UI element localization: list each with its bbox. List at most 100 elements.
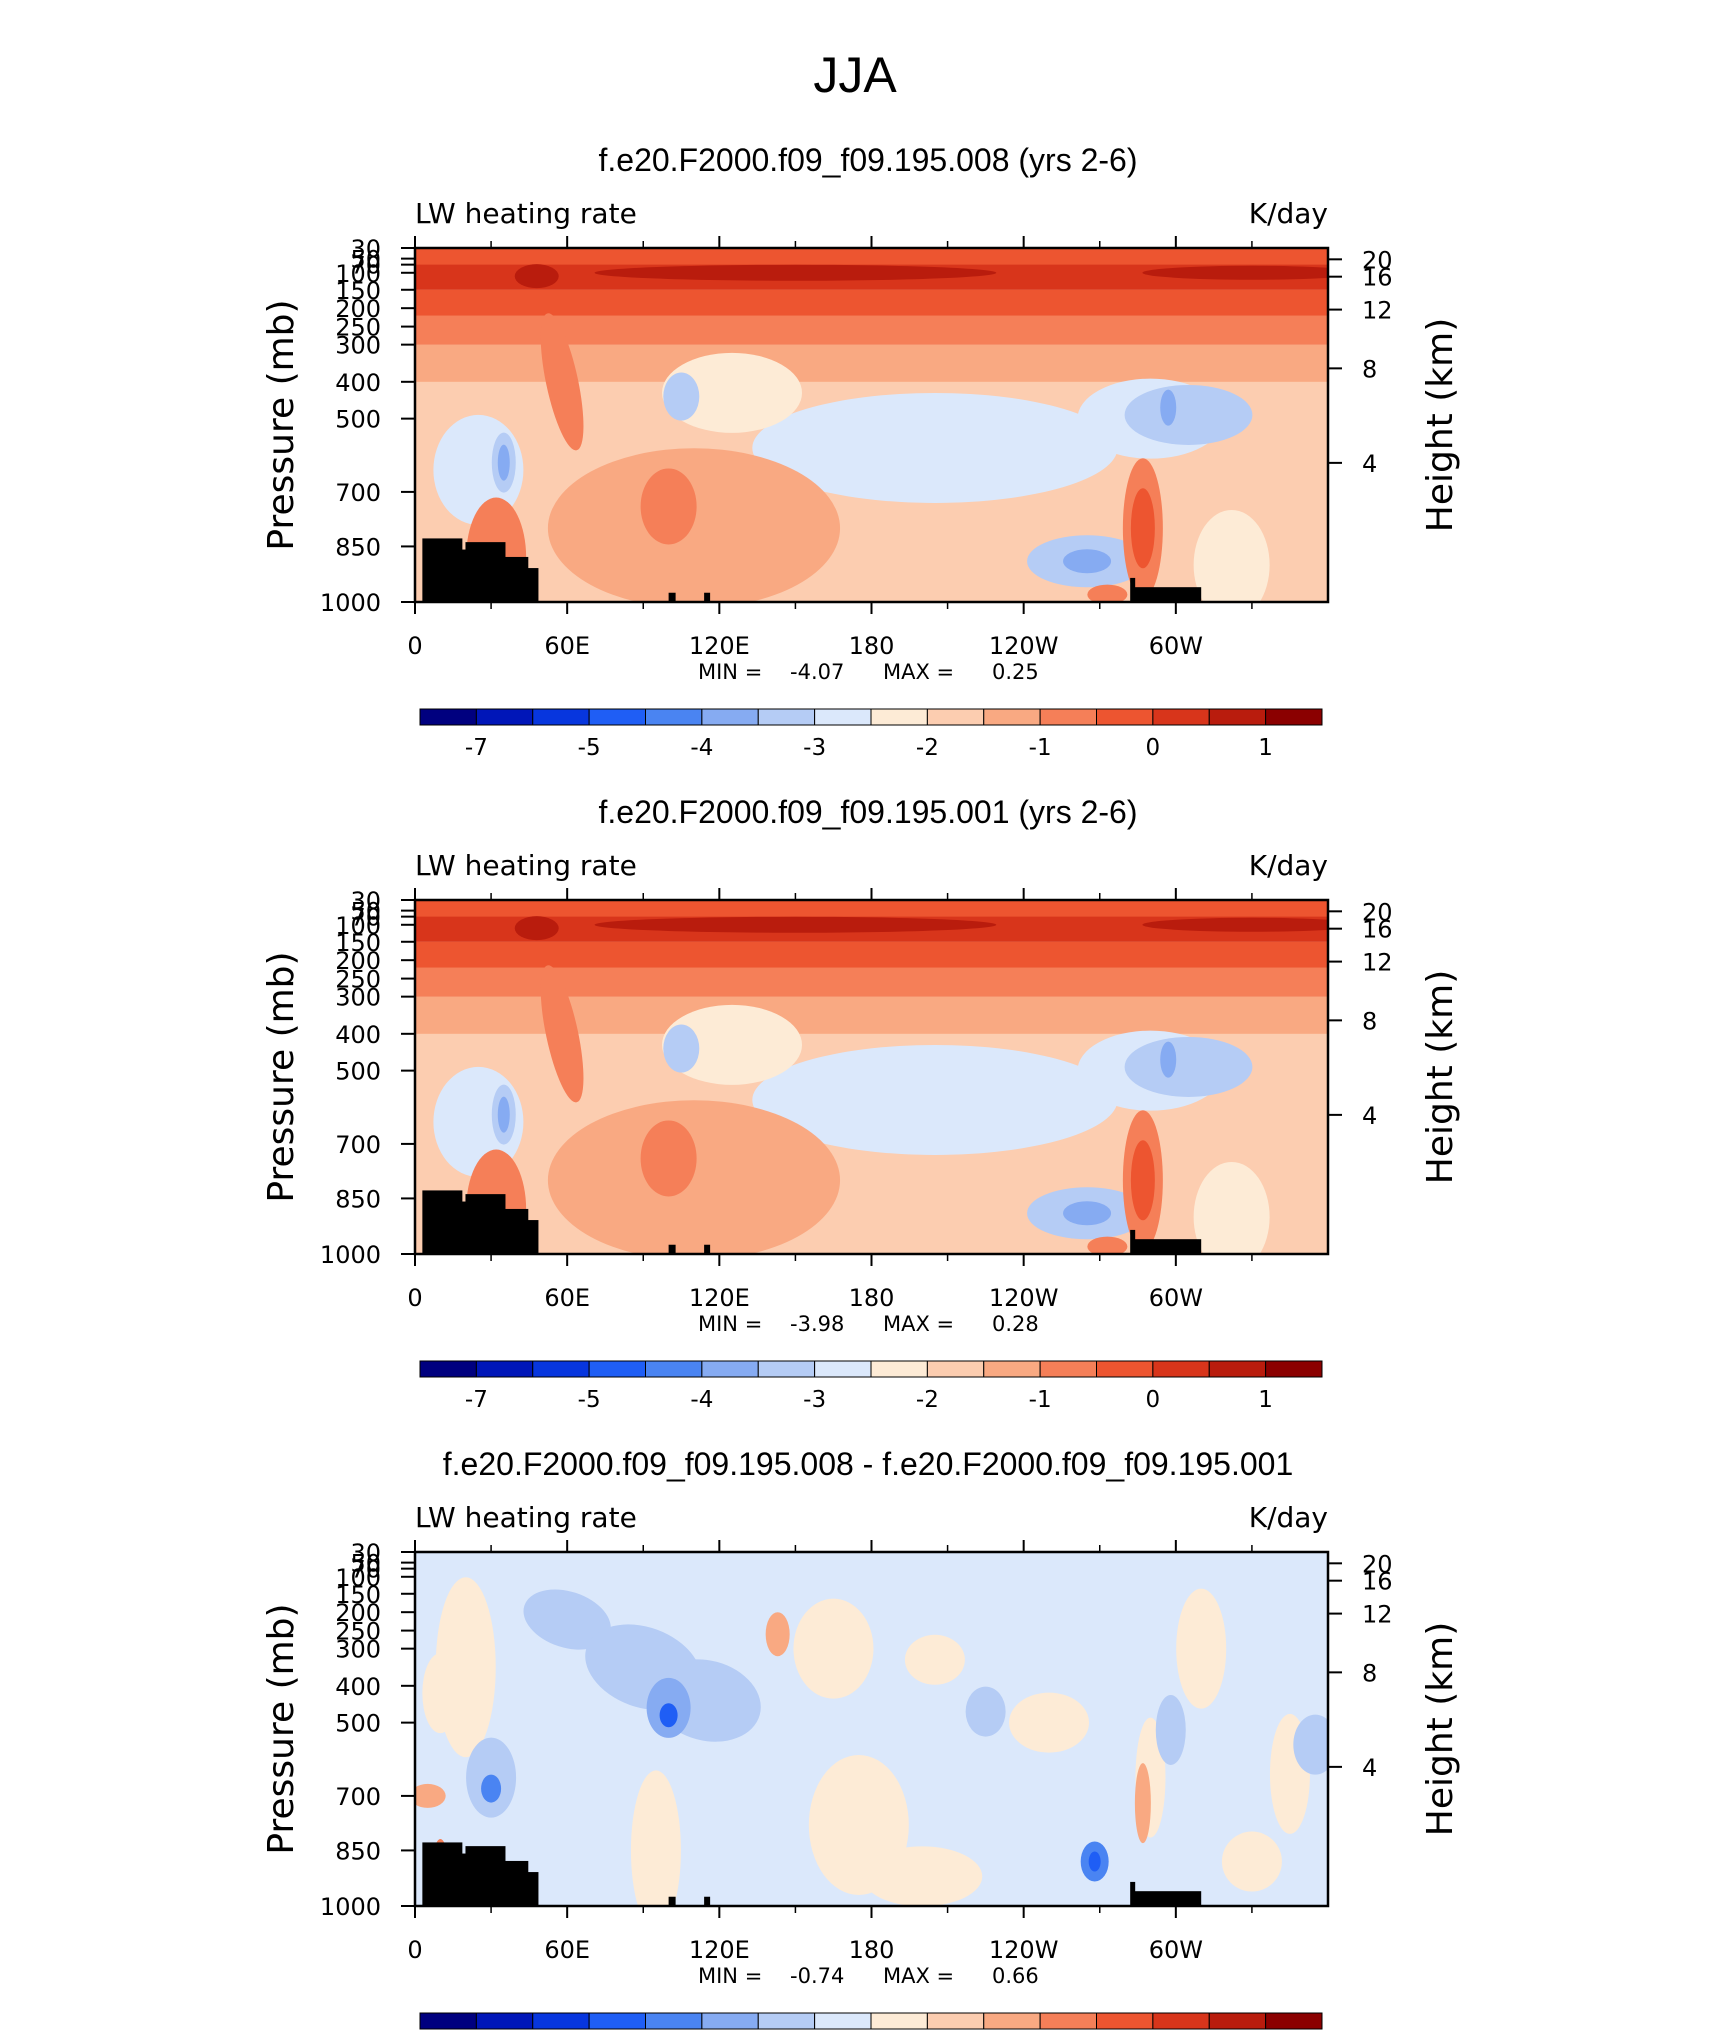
- x-tick-label: 180: [849, 1936, 895, 1964]
- field-negative: [752, 1044, 1118, 1155]
- colorbar-swatch: [588, 2012, 646, 2030]
- field-negative: [663, 372, 700, 421]
- field-pos: [765, 1612, 790, 1657]
- colorbar-swatch: [757, 1360, 816, 1378]
- max-value: 0.25: [992, 660, 1039, 684]
- field-max: [1142, 265, 1328, 280]
- field-pos: [1130, 488, 1155, 569]
- x-tick-label: 120W: [989, 632, 1059, 660]
- terrain: [704, 1244, 711, 1254]
- field-pos: [415, 1783, 446, 1808]
- field-negative: [965, 1686, 1006, 1737]
- y-tick-label: 150: [335, 277, 381, 305]
- x-tick-label: 60W: [1149, 1936, 1203, 1964]
- colorbar-swatch: [1096, 1360, 1154, 1378]
- panel-1: f.e20.F2000.f09_f09.195.008 (yrs 2-6) LW …: [261, 142, 1461, 761]
- field-band: [415, 289, 1328, 316]
- colorbar-swatch: [532, 2012, 590, 2030]
- y-tick-label: 30: [350, 887, 381, 915]
- x-tick-label: 180: [849, 632, 895, 660]
- field-negative: [1160, 1041, 1177, 1078]
- y-axis-title: Pressure (mb): [261, 299, 302, 550]
- y-tick-label: 150: [335, 929, 381, 957]
- y-tick-label: 50: [350, 1550, 381, 1578]
- terrain: [704, 1896, 711, 1906]
- colorbar-swatch: [645, 708, 703, 726]
- colorbar-swatch: [1152, 708, 1210, 726]
- colorbar-swatch: [814, 2012, 872, 2030]
- colorbar-swatch: [588, 1360, 646, 1378]
- terrain: [486, 1876, 512, 1906]
- field-light: [662, 352, 803, 433]
- y-tick-label: 850: [335, 1837, 381, 1865]
- y2-tick-label: 16: [1362, 916, 1393, 944]
- y-tick-label: 500: [335, 1710, 381, 1738]
- min-value: -3.98: [790, 1312, 844, 1336]
- y2-tick-label: 20: [1362, 246, 1393, 274]
- colorbar-swatch: [1152, 1360, 1210, 1378]
- colorbar-swatch: [1265, 2012, 1323, 2030]
- y-axis-title: Pressure (mb): [261, 1603, 302, 1854]
- field-negative: [1124, 1036, 1253, 1097]
- y-tick-label: 50: [350, 898, 381, 926]
- x-tick-label: 60E: [544, 632, 590, 660]
- panel-3: f.e20.F2000.f09_f09.195.008 - f.e20.F200…: [261, 1446, 1461, 2030]
- y-tick-label: 300: [335, 984, 381, 1012]
- field-pos: [1087, 1236, 1128, 1254]
- colorbar-swatch: [532, 708, 590, 726]
- panel-2: f.e20.F2000.f09_f09.195.001 (yrs 2-6) LW …: [261, 794, 1461, 1413]
- x-tick-label: 60W: [1149, 632, 1203, 660]
- field-pos: [1134, 1763, 1151, 1844]
- field-negative: [497, 1096, 510, 1133]
- colorbar-swatch: [419, 2012, 477, 2030]
- colorbar-swatch: [1208, 2012, 1267, 2030]
- colorbar-swatch: [701, 708, 759, 726]
- y-tick-label: 400: [335, 1673, 381, 1701]
- colorbar-swatch: [1208, 708, 1267, 726]
- y2-axis-title: Height (km): [1420, 970, 1461, 1184]
- y2-tick-label: 12: [1362, 1601, 1393, 1629]
- field-pos: [640, 1120, 697, 1197]
- colorbar-swatch: [870, 708, 928, 726]
- y-tick-label: 700: [335, 1131, 381, 1159]
- field-max: [514, 264, 559, 289]
- colorbar-swatch: [926, 708, 985, 726]
- field-pos: [630, 1770, 681, 1906]
- x-tick-label: 120W: [989, 1936, 1059, 1964]
- colorbar-label: -4: [690, 1387, 713, 1413]
- colorbar-swatch: [1096, 2012, 1154, 2030]
- field-band: [415, 941, 1328, 968]
- field-pos: [1087, 584, 1128, 602]
- y2-tick-label: 8: [1362, 355, 1377, 383]
- field-light: [662, 1004, 803, 1085]
- figure-title: JJA: [813, 47, 897, 103]
- colorbar-swatch: [814, 1360, 872, 1378]
- y2-tick-label: 4: [1362, 1102, 1377, 1130]
- panel-title: f.e20.F2000.f09_f09.195.008 - f.e20.F200…: [443, 1446, 1293, 1482]
- colorbar-swatch: [475, 2012, 534, 2030]
- field-pos: [540, 965, 584, 1103]
- field-negative: [663, 1024, 700, 1073]
- min-value: -4.07: [790, 660, 844, 684]
- y-tick-label: 250: [335, 966, 381, 994]
- colorbar-label: -2: [916, 1387, 939, 1413]
- colorbar-swatch: [1152, 2012, 1210, 2030]
- x-tick-label: 120E: [689, 1284, 750, 1312]
- y-tick-label: 850: [335, 1185, 381, 1213]
- contour-field: [415, 1552, 1328, 1906]
- y-tick-label: 300: [335, 332, 381, 360]
- y-tick-label: 250: [335, 314, 381, 342]
- colorbar-swatch: [926, 1360, 985, 1378]
- terrain: [1132, 587, 1202, 602]
- x-tick-label: 0: [407, 1936, 422, 1964]
- colorbar-swatch: [419, 1360, 477, 1378]
- y-tick-label: 1000: [320, 589, 381, 617]
- y-tick-label: 100: [335, 260, 381, 288]
- field-light: [1193, 509, 1270, 602]
- field-pos: [862, 1846, 983, 1906]
- y2-tick-label: 20: [1362, 898, 1393, 926]
- field-negative: [659, 1703, 678, 1728]
- y-tick-label: 30: [350, 235, 381, 263]
- colorbar-swatch: [983, 2012, 1041, 2030]
- min-label: MIN =: [698, 1964, 762, 1988]
